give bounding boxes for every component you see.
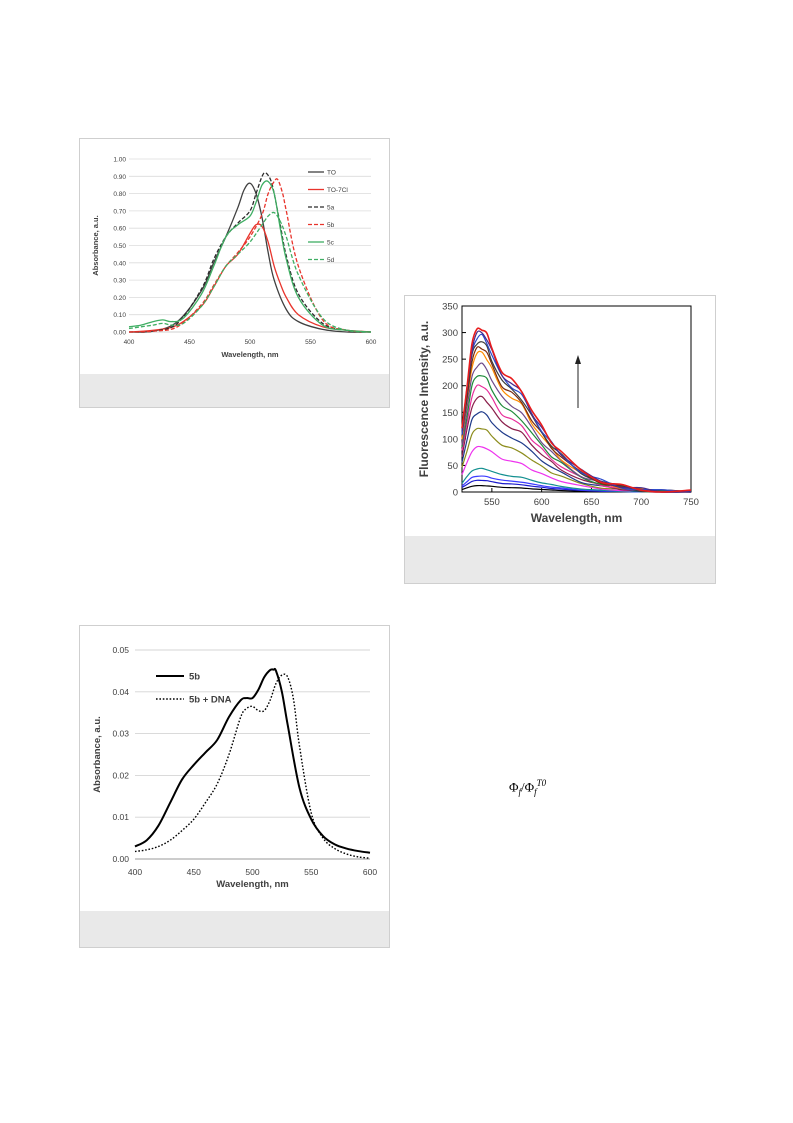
series-line-5a xyxy=(128,172,372,333)
emission-curve xyxy=(461,411,692,493)
x-tick-label: 600 xyxy=(366,339,377,346)
legend-label: TO-7Cl xyxy=(327,187,348,194)
absorbance-chart: 0.00 0.10 0.20 0.30 0.40 0.50 0.60 0.70 0.80 0.90… xyxy=(91,157,377,360)
plot-frame xyxy=(461,305,692,493)
x-tick-label: 550 xyxy=(305,339,316,346)
series-line-TO-7Cl xyxy=(128,223,372,333)
y-tick-label: 150 xyxy=(442,408,458,419)
formula-sub-f2: f xyxy=(534,786,537,797)
emission-curve xyxy=(461,374,692,493)
y-tick-label: 0.70 xyxy=(113,208,126,215)
y-tick-label: 0.80 xyxy=(113,191,126,198)
x-tick-label: 400 xyxy=(124,339,135,346)
emission-curve xyxy=(461,384,692,493)
series-line-5c xyxy=(128,180,372,333)
x-tick-label: 450 xyxy=(184,339,195,346)
y-tick-label: 0.20 xyxy=(113,295,126,302)
y-axis-label: Fluorescence Intensity, a.u. xyxy=(417,321,431,478)
series-line-5b xyxy=(128,178,372,333)
y-tick-label: 0.05 xyxy=(112,645,129,655)
x-tick-label: 450 xyxy=(187,867,201,877)
x-tick-label: 600 xyxy=(534,497,550,508)
series-line-5b-DNA xyxy=(134,673,371,859)
x-tick-label: 500 xyxy=(245,339,256,346)
x-tick-label: 700 xyxy=(633,497,649,508)
y-tick-label: 0.60 xyxy=(113,226,126,233)
y-tick-label: 0.10 xyxy=(113,312,126,319)
y-tick-label: 0.40 xyxy=(113,260,126,267)
formula-sup-t0: T0 xyxy=(536,778,547,788)
y-tick-label: 0.03 xyxy=(112,729,129,739)
emission-curve xyxy=(461,350,692,493)
emission-curve xyxy=(461,445,692,493)
emission-curve xyxy=(461,341,692,493)
legend-label: TO xyxy=(327,170,336,177)
formula-phi: Φ xyxy=(509,779,519,795)
legend-label: 5b + DNA xyxy=(189,695,232,706)
y-axis-label: Absorbance, a.u. xyxy=(91,215,100,275)
y-tick-label: 0.50 xyxy=(113,243,126,250)
series-line-5b xyxy=(134,667,371,854)
y-tick-label: 200 xyxy=(442,381,458,392)
fluorescence-chart: 0 50 100 150 200 250 300 350 550 600 650 700 750 Wave… xyxy=(417,302,699,526)
y-tick-label: 50 xyxy=(447,461,458,472)
y-tick-label: 250 xyxy=(442,355,458,366)
series-line-TO xyxy=(128,182,372,333)
emission-curve xyxy=(461,467,692,493)
y-axis-label: Absorbance, a.u. xyxy=(92,716,103,793)
x-axis-label: Wavelength, nm xyxy=(216,879,289,890)
x-tick-label: 650 xyxy=(584,497,600,508)
x-tick-label: 550 xyxy=(484,497,500,508)
y-tick-label: 1.00 xyxy=(113,157,126,164)
caption-area xyxy=(405,536,715,583)
dna-absorbance-chart: 0.00 0.01 0.02 0.03 0.04 0.05 400 450 500 550 600 W… xyxy=(92,645,377,890)
y-tick-label: 0 xyxy=(453,488,458,499)
emission-curve xyxy=(461,327,692,493)
y-tick-label: 0.02 xyxy=(112,770,129,780)
figure-panel-absorbance: 0.00 0.10 0.20 0.30 0.40 0.50 0.60 0.70 0.80 0.90… xyxy=(79,138,390,408)
legend-label: 5b xyxy=(327,222,335,229)
emission-curve xyxy=(461,346,692,493)
legend-label: 5b xyxy=(189,672,200,683)
increase-arrowhead xyxy=(575,355,581,364)
x-tick-label: 500 xyxy=(245,867,259,877)
y-tick-label: 350 xyxy=(442,302,458,313)
formula-sub-f: f xyxy=(518,786,522,797)
emission-curve xyxy=(461,395,692,493)
figure-panel-dna-binding: 0.00 0.01 0.02 0.03 0.04 0.05 400 450 500 550 600 W… xyxy=(79,625,390,948)
y-tick-label: 0.00 xyxy=(112,854,129,864)
x-tick-label: 600 xyxy=(363,867,377,877)
series-line-5d xyxy=(128,211,372,333)
y-tick-label: 100 xyxy=(442,434,458,445)
caption-area xyxy=(80,374,389,407)
legend-label: 5c xyxy=(327,240,335,247)
legend-label: 5d xyxy=(327,257,335,264)
x-axis-label: Wavelength, nm xyxy=(221,350,279,359)
figure-panel-fluorescence: 0 50 100 150 200 250 300 350 550 600 650 700 750 Wave… xyxy=(404,295,716,584)
formula-slash-phi: /Φ xyxy=(521,779,535,795)
y-tick-label: 300 xyxy=(442,328,458,339)
x-tick-label: 550 xyxy=(304,867,318,877)
y-tick-label: 0.30 xyxy=(113,278,126,285)
y-tick-label: 0.90 xyxy=(113,174,126,181)
legend-label: 5a xyxy=(327,205,335,212)
x-axis-label: Wavelength, nm xyxy=(531,511,623,525)
quantum-yield-ratio-formula: Φf/ΦfT0 xyxy=(509,778,546,797)
caption-area xyxy=(80,911,389,947)
y-tick-label: 0.01 xyxy=(112,812,129,822)
x-tick-label: 750 xyxy=(683,497,699,508)
y-tick-label: 0.04 xyxy=(112,687,129,697)
y-tick-label: 0.00 xyxy=(113,330,126,337)
x-tick-label: 400 xyxy=(128,867,142,877)
